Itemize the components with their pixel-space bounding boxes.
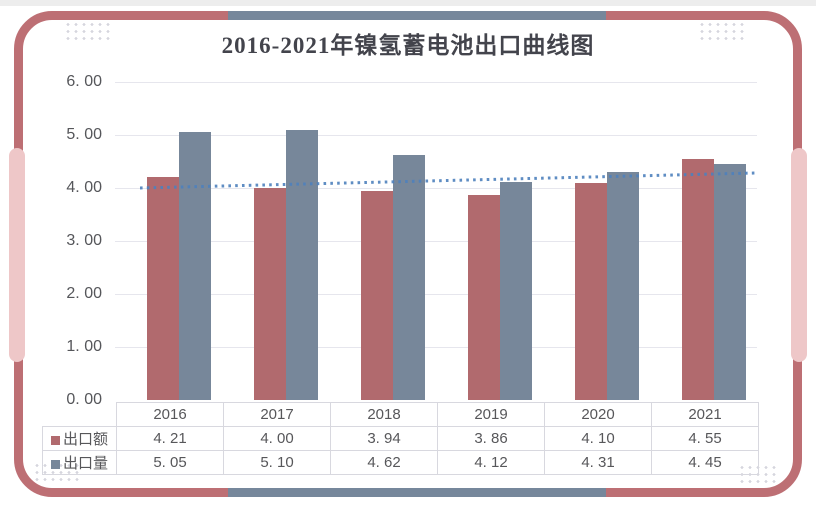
value-cell: 3. 94: [330, 426, 438, 451]
y-axis-tick-label: 2. 00: [66, 285, 102, 302]
value-cell: 5. 05: [116, 450, 224, 475]
gridline: [115, 347, 757, 348]
value-cell: 3. 86: [437, 426, 545, 451]
y-axis-tick-label: 4. 00: [66, 179, 102, 196]
gridline: [115, 188, 757, 189]
value-cell: 4. 62: [330, 450, 438, 475]
bar-group-2016: [115, 82, 232, 400]
dot-grid-top-right: [698, 21, 746, 42]
value-cell: 4. 21: [116, 426, 224, 451]
year-header: 2017: [223, 402, 331, 427]
bar-出口量-2020: [606, 171, 639, 400]
trendline: [139, 171, 756, 190]
bar-出口额-2021: [681, 158, 714, 400]
value-cell: 5. 10: [223, 450, 331, 475]
bar-group-2017: [222, 82, 339, 400]
legend-swatch-export-value-icon: [50, 436, 60, 445]
value-cell: 4. 10: [544, 426, 652, 451]
table-row-export-volume: 出口量 5. 05 5. 10 4. 62 4. 12 4. 31 4. 45: [42, 450, 759, 475]
year-header: 2016: [116, 402, 224, 427]
gridline: [115, 135, 757, 136]
bar-出口额-2018: [360, 191, 393, 400]
legend-swatch-export-volume-icon: [50, 460, 60, 469]
year-header: 2018: [330, 402, 438, 427]
y-axis-tick-label: 5. 00: [66, 126, 102, 143]
value-cell: 4. 00: [223, 426, 331, 451]
legend-label-export-value: 出口额: [62, 431, 108, 448]
bar-出口量-2019: [499, 181, 532, 400]
legend-label-export-volume: 出口量: [62, 455, 108, 472]
value-cell: 4. 31: [544, 450, 652, 475]
year-header: 2021: [651, 402, 759, 427]
gridline: [115, 294, 757, 295]
y-axis-tick-label: 0. 00: [66, 391, 102, 408]
y-axis-tick-label: 6. 00: [66, 73, 102, 90]
gridline: [115, 82, 757, 83]
legend-cell-export-volume: 出口量: [42, 450, 117, 475]
bottom-border-accent-segment: [228, 488, 606, 497]
bar-出口额-2019: [467, 195, 500, 400]
bar-出口量-2021: [713, 164, 746, 400]
left-side-tab: [9, 148, 25, 362]
value-cell: 4. 12: [437, 450, 545, 475]
bar-出口额-2020: [574, 182, 607, 400]
table-header-row: 2016 2017 2018 2019 2020 2021: [43, 402, 759, 427]
bar-group-2018: [329, 82, 446, 400]
legend-cell-export-value: 出口额: [42, 426, 117, 451]
table-row-export-value: 出口额 4. 21 4. 00 3. 94 3. 86 4. 10 4. 55: [42, 426, 759, 451]
y-axis-tick-label: 3. 00: [66, 232, 102, 249]
dot-grid-top-left: [64, 21, 112, 42]
data-table: 2016 2017 2018 2019 2020 2021 出口额 4. 21 …: [42, 402, 759, 475]
y-axis-tick-label: 1. 00: [66, 338, 102, 355]
bar-出口额-2016: [146, 176, 179, 400]
bar-出口量-2018: [392, 155, 425, 400]
trendline-layer: [139, 171, 756, 190]
bar-group-2020: [543, 82, 660, 400]
plot-area: [115, 82, 757, 400]
bar-出口量-2016: [178, 132, 211, 400]
year-header: 2019: [437, 402, 545, 427]
bar-出口额-2017: [253, 188, 286, 400]
value-cell: 4. 55: [651, 426, 759, 451]
bar-group-2021: [650, 82, 767, 400]
bar-出口量-2017: [285, 129, 318, 400]
bar-group-2019: [436, 82, 553, 400]
page-top-strip: [0, 0, 816, 6]
top-border-accent-segment: [228, 11, 606, 20]
gridline: [115, 241, 757, 242]
year-header: 2020: [544, 402, 652, 427]
right-side-tab: [791, 148, 807, 362]
chart-title: 2016-2021年镍氢蓄电池出口曲线图: [221, 33, 595, 58]
value-cell: 4. 45: [651, 450, 759, 475]
